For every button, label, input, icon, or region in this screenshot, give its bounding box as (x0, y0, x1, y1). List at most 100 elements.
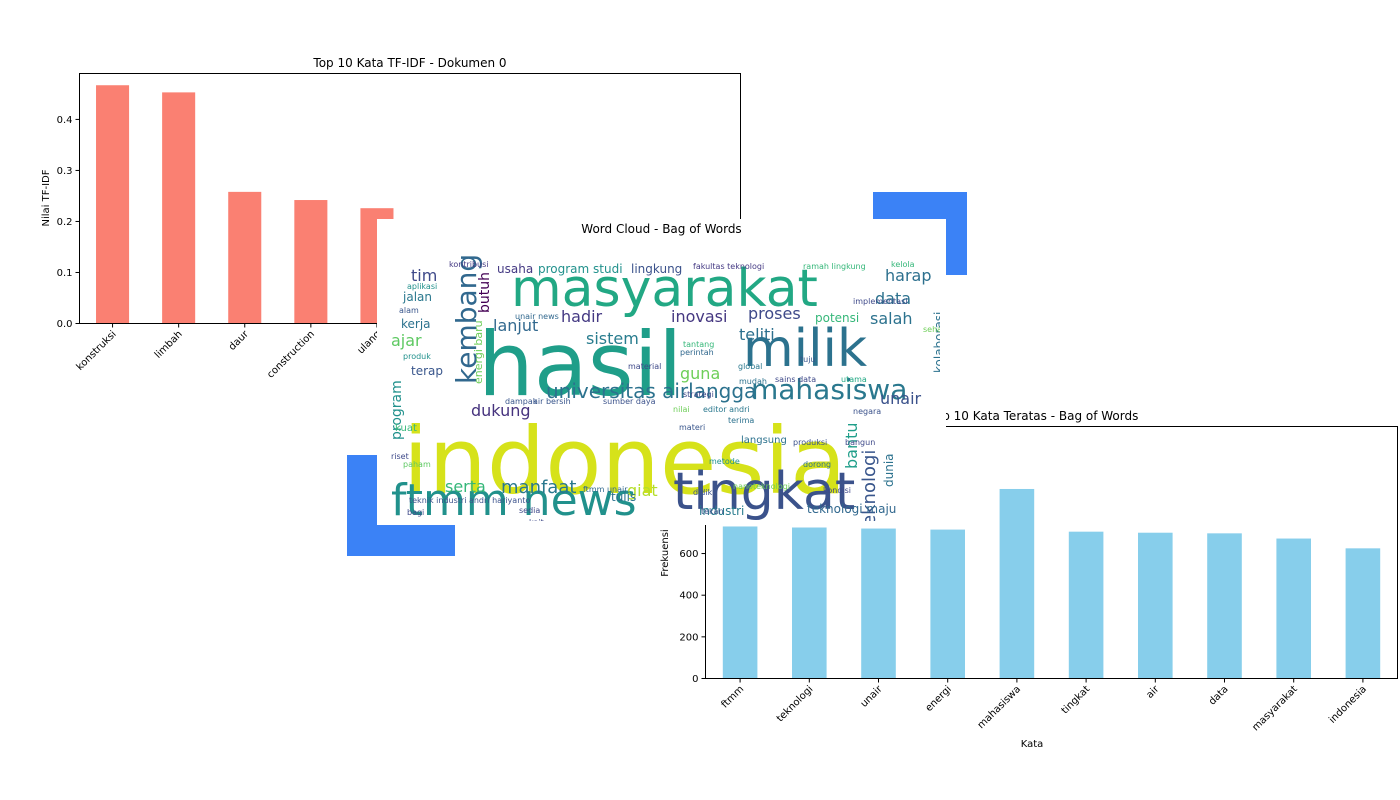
bar-indonesia (1345, 548, 1381, 679)
word-cloud-word: unair (880, 389, 922, 408)
word-cloud-word: usaha (497, 262, 534, 276)
word-cloud-word: perintah (680, 348, 714, 357)
y-tick-label: 0.1 (57, 268, 73, 279)
y-tick-label: 0.0 (57, 319, 73, 330)
y-tick-label: 200 (679, 632, 698, 643)
word-cloud-field: indonesia hasil masyarakat milik tingkat ftmm… (383, 241, 940, 521)
word-cloud-word: dukung (471, 401, 531, 420)
word-cloud-word: kerja (401, 317, 431, 331)
word-cloud-word: dorong (803, 460, 832, 469)
word-cloud-word: nanoteknologi (733, 482, 791, 491)
x-tick-label: indonesia (1327, 684, 1369, 726)
word-cloud-word: sedia (519, 506, 541, 515)
word-cloud-word: global (738, 362, 763, 371)
x-tick-label: construction (265, 329, 317, 381)
bar-konstruksi (96, 85, 130, 324)
word-cloud-word: bangun (845, 438, 876, 447)
word-cloud-word: ftmm news (391, 475, 637, 522)
word-cloud-word: indonesia (403, 408, 847, 515)
word-cloud-word: sistem (586, 329, 639, 348)
y-tick-label: 0.3 (57, 166, 73, 177)
x-tick-label: teknologi (775, 684, 816, 725)
word-cloud-word: teknologi maju (807, 502, 897, 516)
plot-frame (705, 426, 1398, 679)
word-cloud-word: unair news (515, 312, 559, 321)
word-cloud-word: langsung (741, 435, 787, 446)
word-cloud-word: industri (699, 504, 745, 518)
y-tick-label: 400 (679, 591, 698, 602)
word-cloud-word: metode (709, 457, 740, 466)
word-cloud-word: butuh (477, 272, 493, 313)
chart-title: Top 10 Kata TF-IDF - Dokumen 0 (312, 56, 506, 70)
word-cloud-word: dampak (505, 397, 538, 406)
word-cloud-word: strategi (683, 390, 714, 399)
x-tick-label: mahasiswa (976, 684, 1023, 731)
word-cloud-word: air bersih (533, 397, 571, 406)
x-tick-label: unair (859, 683, 886, 710)
word-cloud-word: bagi (407, 508, 425, 517)
word-cloud-word: sains data (775, 375, 817, 384)
word-cloud-word: universitas airlangga (546, 379, 757, 403)
word-cloud-word: masyarakat (511, 259, 818, 319)
bar-limbah (162, 92, 196, 324)
word-cloud-word: tekan (701, 507, 724, 516)
word-cloud-word: kuat (395, 423, 417, 434)
word-cloud-word: hasil (478, 313, 683, 416)
word-cloud-word: tulis (611, 490, 637, 504)
y-tick-label: 0 (692, 674, 698, 685)
bar-masyarakat (1276, 538, 1311, 679)
bow-bar-chart: Top 10 Kata Teratas - Bag of Words Freku… (660, 409, 1398, 750)
y-tick-label: 600 (679, 549, 698, 560)
bar-daur (228, 191, 262, 324)
word-cloud-word: alam (399, 306, 419, 315)
word-cloud-word: teknik industri andri hariyanto (409, 496, 531, 505)
word-cloud-word: teliti (739, 325, 775, 344)
y-tick-label: 0.2 (57, 217, 73, 228)
bar-unair (861, 528, 896, 679)
word-cloud-word: salah (870, 309, 913, 328)
word-cloud-word: ftmm unair (583, 485, 628, 494)
word-cloud-word: tingkat (673, 462, 856, 521)
word-cloud-word: guna (680, 364, 721, 383)
bar-ftmm (722, 526, 758, 679)
y-axis-label: Frekuensi (660, 529, 671, 576)
word-cloud-word: paham (403, 460, 431, 469)
word-cloud-word: milik (743, 319, 868, 379)
x-tick-label: air (1144, 683, 1162, 701)
word-cloud-word: negara (853, 407, 882, 416)
word-cloud-word: kelola (891, 260, 915, 269)
word-cloud-word: giat (627, 481, 658, 500)
word-cloud-word: kondisi (823, 486, 852, 495)
word-cloud-word: ajar (391, 331, 422, 350)
x-tick-label: daur (227, 328, 252, 353)
word-cloud-word: data (875, 289, 912, 308)
word-cloud-word: editor andri (703, 405, 750, 414)
word-cloud-word: inovasi (671, 307, 728, 326)
word-cloud-word: manfaat (501, 477, 577, 498)
word-cloud-word: hadir (561, 307, 603, 326)
x-tick-label: data (1207, 684, 1231, 708)
word-cloud-panel: Word Cloud - Bag of Words indonesia hasil… (377, 219, 946, 525)
word-cloud-word: energi baru (472, 320, 485, 384)
word-cloud-word: proses (748, 304, 801, 323)
x-tick-label: masyarakat (1250, 684, 1300, 734)
x-axis-label: Kata (1021, 739, 1044, 750)
word-cloud-word: tantang (683, 340, 715, 349)
word-cloud-word: utama (841, 375, 867, 384)
x-tick-label: tingkat (1060, 684, 1093, 717)
word-cloud-word: lanjut (493, 316, 539, 335)
word-cloud-title: Word Cloud - Bag of Words (581, 222, 742, 236)
word-cloud-word: produk (403, 352, 431, 361)
chart-title: Top 10 Kata Teratas - Bag of Words (929, 409, 1139, 423)
word-cloud-word: lingkung (631, 262, 683, 276)
word-cloud-word: terima (728, 416, 755, 425)
word-cloud-word: program studi (538, 262, 623, 276)
word-cloud-word: kait (529, 519, 544, 522)
word-cloud-word: potensi (815, 311, 860, 325)
word-cloud-word: jalan (403, 290, 432, 304)
word-cloud-word: aplikasi (407, 282, 438, 291)
word-cloud-word: produksi (793, 438, 828, 447)
word-cloud-word: sehat (923, 325, 940, 334)
word-cloud-word: tim (411, 266, 438, 285)
word-cloud-word: ramah lingkung (803, 262, 866, 271)
